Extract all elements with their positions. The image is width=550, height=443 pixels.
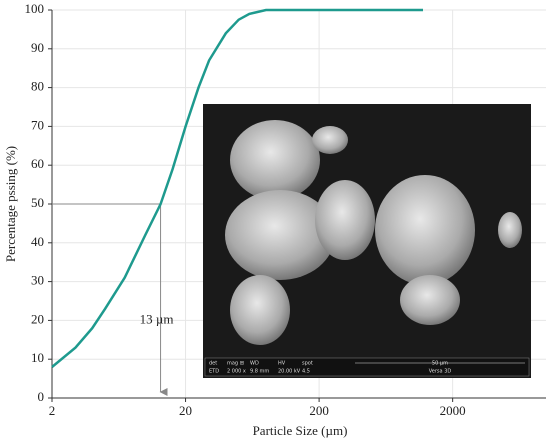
inset-label: 50 µm (432, 361, 448, 367)
data-line (51, 8, 423, 368)
inset-label: HV (278, 361, 286, 367)
x-tick-label: 20 (179, 403, 192, 418)
y-tick-label: 50 (31, 195, 44, 210)
inset-label: ETD (209, 369, 219, 375)
x-axis-label: Particle Size (µm) (253, 423, 348, 438)
inset-label: 20.00 kV (278, 369, 301, 375)
y-tick-label: 30 (31, 273, 44, 288)
y-tick-label: 70 (31, 117, 44, 132)
y-tick-label: 10 (31, 350, 44, 365)
inset-label: 9.8 mm (250, 369, 269, 375)
inset-label: WD (250, 361, 259, 367)
y-tick-label: 0 (38, 389, 45, 404)
sem-image (203, 104, 531, 378)
x-tick-label: 2 (49, 403, 56, 418)
inset-label: spot (302, 361, 313, 367)
inset-label: Versa 3D (429, 369, 452, 375)
y-tick-label: 90 (31, 40, 44, 55)
inset-label: mag ⊞ (227, 361, 244, 367)
inset-label: det (209, 361, 217, 367)
y-tick-label: 80 (31, 79, 44, 94)
x-tick-label: 2000 (440, 403, 466, 418)
y-tick-label: 100 (25, 1, 45, 16)
x-tick-label: 200 (309, 403, 329, 418)
inset-label: 4.5 (302, 369, 310, 375)
y-tick-label: 60 (31, 156, 44, 171)
y-tick-label: 20 (31, 311, 44, 326)
y-tick-label: 40 (31, 234, 44, 249)
y-axis-label: Percentage pssing (%) (3, 146, 18, 262)
annotation: 13 µm (140, 311, 174, 326)
inset-label: 2 000 x (227, 369, 246, 375)
